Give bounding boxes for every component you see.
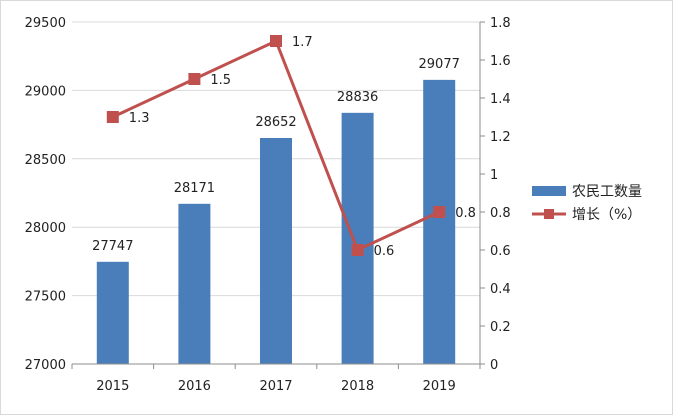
line-marker — [188, 73, 201, 85]
y-right-tick-label: 1.6 — [490, 54, 511, 69]
line-marker — [270, 35, 282, 47]
legend: 农民工数量 增长（%） — [532, 184, 642, 223]
data-labels: 27747 28171 28652 28836 29077 1.3 1.5 1.7 0.6 0.8 — [92, 35, 476, 259]
y-left-tick-label: 28000 — [25, 221, 66, 236]
legend-label-line: 增长（%） — [572, 207, 641, 223]
line-marker — [351, 244, 364, 256]
y-right-tick-label: 0.2 — [490, 320, 511, 335]
bar — [341, 112, 374, 364]
y-right-tick-label: 0.8 — [490, 206, 511, 221]
x-tick-label: 2016 — [178, 379, 211, 394]
y-right-tick-label: 1.4 — [490, 92, 511, 107]
x-tick-label: 2015 — [96, 379, 129, 394]
line-value-label: 1.5 — [210, 73, 231, 88]
axes: 27000 27500 28000 28500 29000 29500 0 0.2 0.4 0.6… — [25, 16, 511, 394]
y-right-tick-label: 0.4 — [490, 282, 511, 297]
bar — [260, 138, 292, 364]
y-right-tick-label: 0.6 — [490, 244, 511, 259]
legend-swatch-marker — [544, 209, 554, 219]
y-left-tick-label: 28500 — [25, 153, 66, 168]
bar — [178, 203, 211, 364]
y-left-tick-label: 27500 — [25, 290, 66, 305]
y-right-tick-label: 1 — [490, 168, 498, 183]
bar-value-label: 28652 — [255, 115, 296, 130]
line-value-label: 1.7 — [292, 35, 313, 50]
y-left-tick-label: 29500 — [25, 16, 66, 31]
line-marker — [433, 206, 446, 218]
bar — [96, 261, 129, 364]
x-tick-label: 2019 — [423, 379, 456, 394]
legend-label-bar: 农民工数量 — [572, 184, 642, 200]
y-right-tick-label: 1.2 — [490, 130, 511, 145]
y-right-tick-label: 1.8 — [490, 16, 511, 31]
x-tick-label: 2017 — [259, 379, 292, 394]
line-value-label: 1.3 — [129, 111, 150, 126]
bar-value-label: 28171 — [174, 181, 215, 196]
y-right-tick-label: 0 — [490, 358, 498, 373]
bar-value-label: 27747 — [92, 239, 133, 254]
x-tick-label: 2018 — [341, 379, 374, 394]
line-marker — [106, 111, 119, 123]
bar-value-label: 28836 — [337, 90, 378, 105]
bar-value-label: 29077 — [419, 57, 460, 72]
bar — [423, 79, 456, 365]
line-value-label: 0.8 — [455, 206, 476, 221]
line-series — [106, 35, 446, 256]
legend-swatch-bar — [532, 186, 566, 196]
y-left-tick-label: 27000 — [25, 358, 66, 373]
line-value-label: 0.6 — [374, 244, 395, 259]
bar-series — [96, 79, 456, 365]
y-left-tick-label: 29000 — [25, 84, 66, 99]
